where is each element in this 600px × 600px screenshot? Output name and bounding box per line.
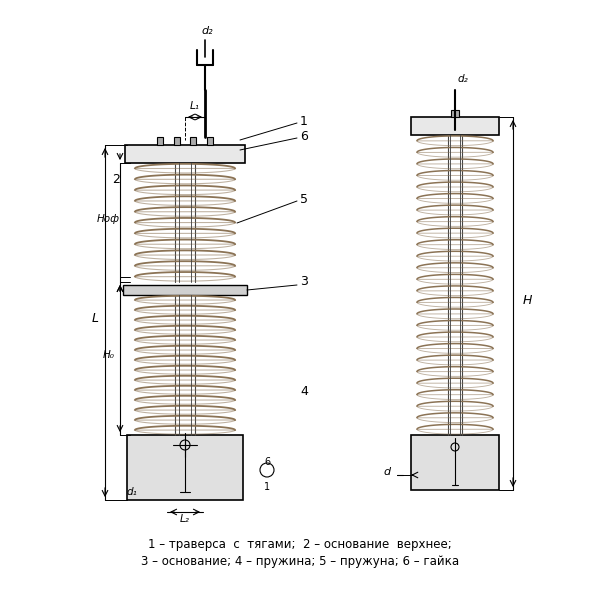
- Bar: [123, 285, 247, 295]
- Bar: [411, 435, 499, 490]
- Bar: [174, 137, 180, 145]
- Text: d: d: [383, 467, 391, 477]
- Text: 4: 4: [300, 385, 308, 398]
- Text: L₂: L₂: [180, 514, 190, 524]
- Text: d₂: d₂: [458, 74, 469, 84]
- Text: L: L: [91, 313, 98, 325]
- Text: H: H: [523, 293, 532, 307]
- Bar: [207, 137, 213, 145]
- Text: d₁: d₁: [127, 487, 137, 497]
- Text: 3: 3: [300, 275, 308, 288]
- Text: Hоф: Hоф: [97, 214, 119, 224]
- Bar: [127, 435, 243, 500]
- Text: H₀: H₀: [103, 350, 115, 361]
- Bar: [451, 110, 459, 117]
- Bar: [125, 145, 245, 163]
- Text: 3 – основание; 4 – пружина; 5 – пружуна; 6 – гайка: 3 – основание; 4 – пружина; 5 – пружуна;…: [141, 555, 459, 568]
- Text: 1: 1: [300, 115, 308, 128]
- Text: d₂: d₂: [201, 26, 213, 36]
- Bar: [411, 117, 499, 135]
- Bar: [190, 137, 196, 145]
- Text: 6: 6: [264, 457, 270, 467]
- Text: 6: 6: [300, 130, 308, 143]
- Text: 1 – траверса  с  тягами;  2 – основание  верхнее;: 1 – траверса с тягами; 2 – основание вер…: [148, 538, 452, 551]
- Text: 5: 5: [300, 193, 308, 206]
- Bar: [157, 137, 163, 145]
- Text: 1: 1: [264, 482, 270, 492]
- Text: 2: 2: [112, 173, 120, 186]
- Text: L₁: L₁: [190, 101, 200, 111]
